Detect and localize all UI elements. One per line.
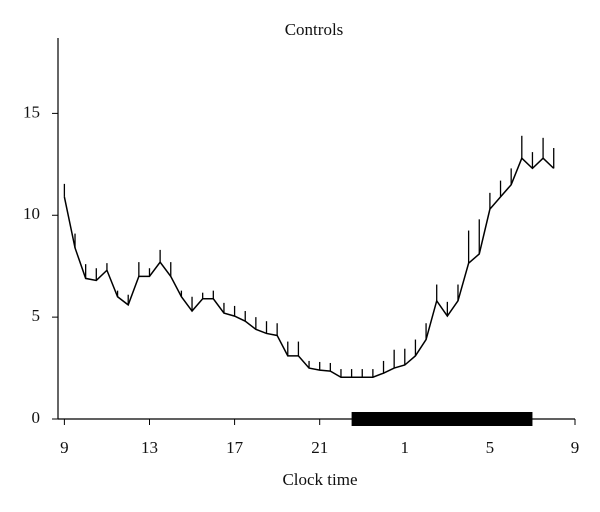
y-tick-label: 15 bbox=[23, 102, 40, 121]
y-tick-label: 10 bbox=[23, 204, 40, 223]
data-line bbox=[63, 156, 555, 378]
x-tick-label: 17 bbox=[226, 438, 244, 457]
x-tick-label: 13 bbox=[141, 438, 158, 457]
dark-period-bar bbox=[351, 412, 533, 426]
chart-title: Controls bbox=[285, 20, 344, 39]
x-tick-label: 1 bbox=[401, 438, 410, 457]
x-axis-label: Clock time bbox=[282, 470, 357, 489]
y-tick-label: 0 bbox=[32, 408, 41, 427]
x-tick-label: 21 bbox=[311, 438, 328, 457]
x-tick-label: 9 bbox=[571, 438, 580, 457]
x-tick-label: 9 bbox=[60, 438, 69, 457]
y-tick-label: 5 bbox=[32, 306, 41, 325]
x-tick-label: 5 bbox=[486, 438, 495, 457]
